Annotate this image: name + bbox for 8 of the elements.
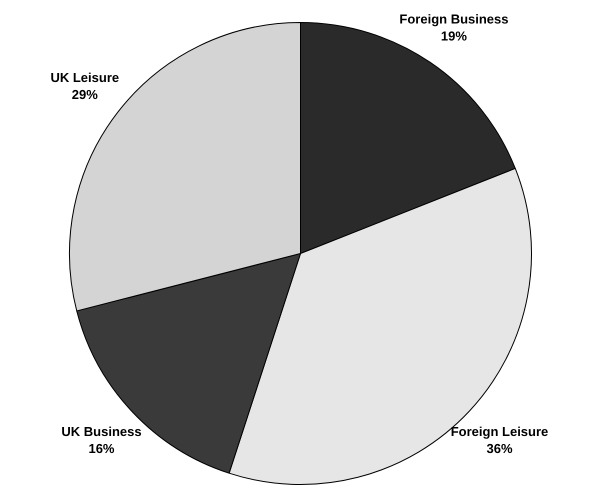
data-label: 29%	[72, 86, 98, 102]
slice-label: UK Leisure	[50, 70, 120, 85]
data-label: 36%	[486, 440, 513, 456]
slice-label: Foreign Leisure	[450, 424, 548, 439]
slice-label: UK Business	[61, 424, 142, 439]
slice-label: Foreign Business	[399, 11, 508, 26]
data-label: 19%	[440, 28, 468, 44]
data-label: 16%	[88, 440, 115, 456]
